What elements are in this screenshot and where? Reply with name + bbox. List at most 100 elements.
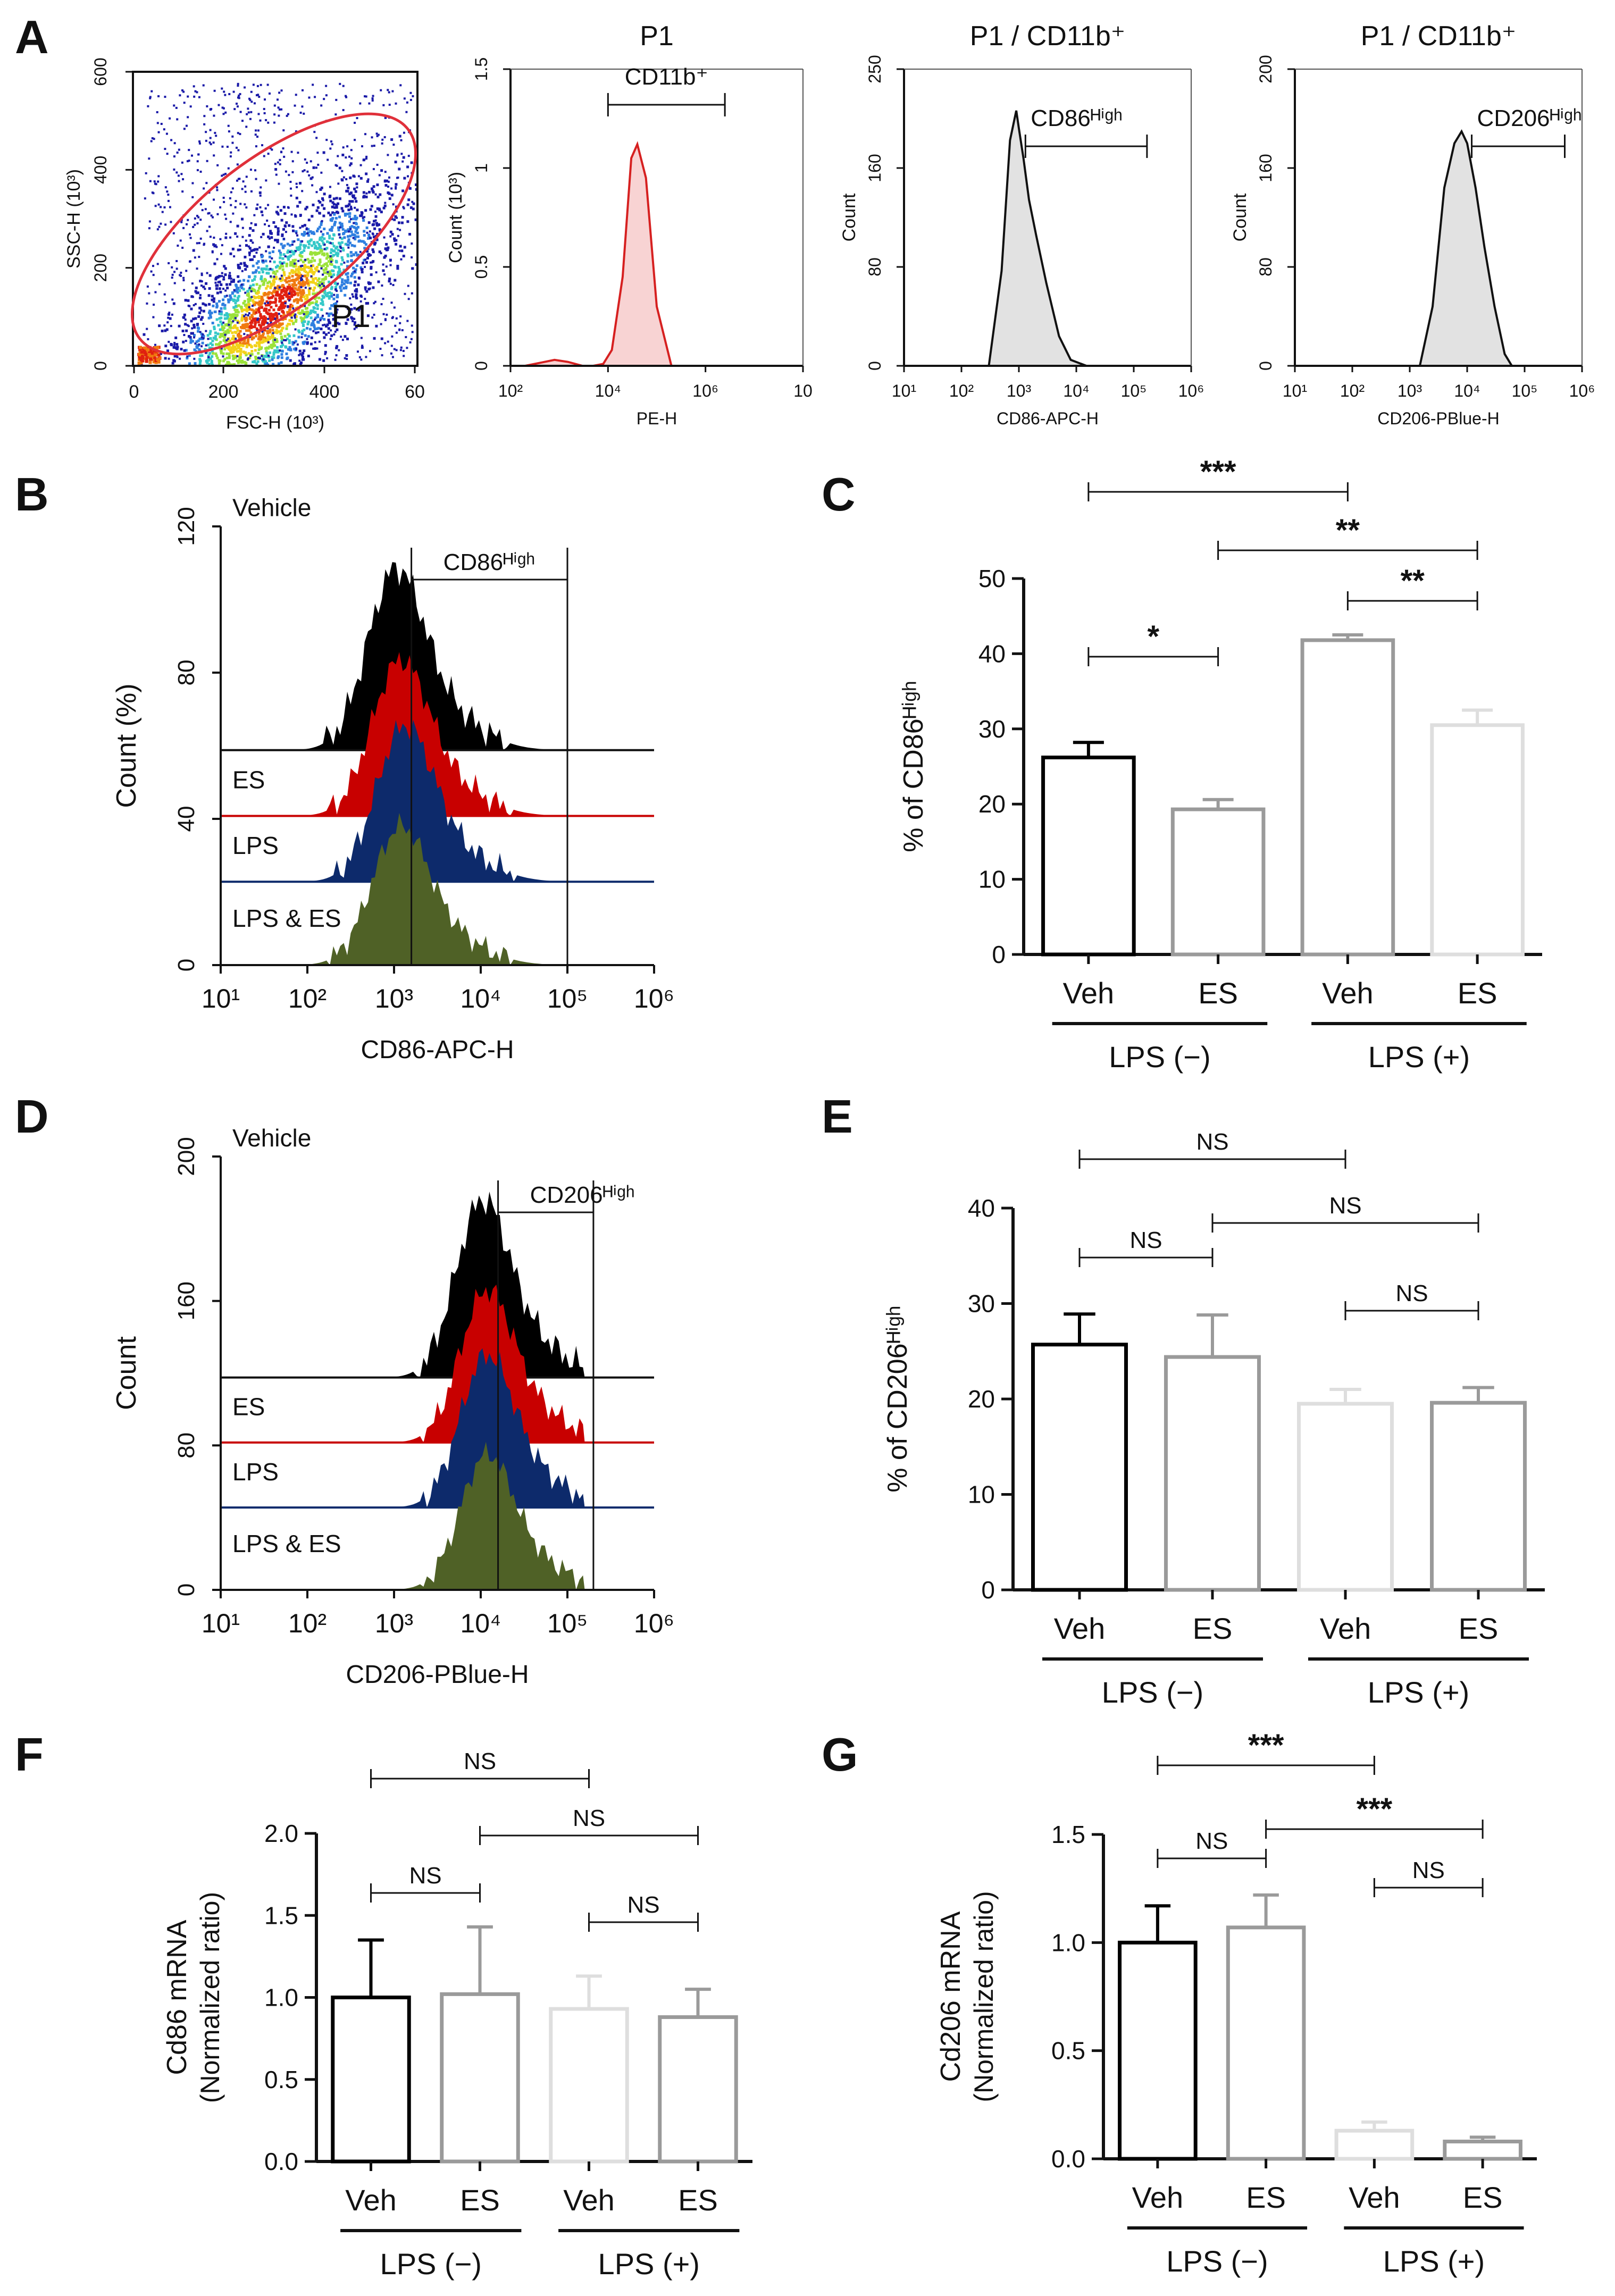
density-dot	[340, 207, 344, 210]
density-dot	[386, 248, 389, 251]
density-dot	[180, 348, 183, 351]
density-dot	[198, 242, 200, 245]
density-dot	[212, 243, 215, 246]
density-dot	[402, 156, 405, 159]
density-dot	[318, 212, 321, 214]
series-label: LPS	[232, 1458, 279, 1486]
density-dot	[279, 345, 282, 348]
y-tick-label: 0.5	[1051, 2037, 1085, 2065]
density-dot	[350, 308, 353, 311]
density-dot	[200, 284, 203, 287]
density-dot	[261, 330, 264, 333]
density-dot	[324, 333, 328, 336]
density-dot	[340, 237, 344, 240]
density-dot	[401, 329, 404, 332]
density-dot	[267, 356, 271, 359]
density-dot	[313, 319, 316, 321]
density-dot	[256, 289, 260, 292]
density-dot	[253, 325, 256, 329]
density-dot	[214, 334, 217, 338]
density-dot	[306, 274, 309, 277]
density-dot	[217, 104, 220, 106]
density-dot	[187, 219, 189, 221]
density-dot	[287, 258, 290, 261]
bar-2	[1297, 1402, 1394, 1592]
density-dot	[246, 290, 249, 293]
density-dot	[356, 350, 359, 353]
density-dot	[294, 265, 297, 268]
density-dot	[291, 271, 295, 274]
density-dot	[320, 171, 323, 174]
density-dot	[203, 115, 206, 118]
density-dot	[203, 123, 206, 125]
density-dot	[256, 203, 259, 206]
density-dot	[274, 287, 278, 290]
density-dot	[213, 114, 215, 117]
density-dot	[337, 252, 340, 255]
density-dot	[205, 330, 207, 332]
density-dot	[263, 292, 266, 295]
density-dot	[231, 326, 235, 329]
density-dot	[247, 304, 250, 307]
density-dot	[305, 228, 308, 231]
density-dot	[309, 251, 313, 254]
density-dot	[267, 272, 270, 275]
density-dot	[299, 265, 302, 267]
density-dot	[280, 361, 283, 364]
density-dot	[375, 324, 378, 328]
density-dot	[272, 363, 275, 366]
density-dot	[239, 360, 242, 363]
density-dot	[242, 324, 246, 328]
density-dot	[242, 325, 246, 329]
density-dot	[371, 97, 374, 100]
density-dot	[241, 326, 244, 330]
y-tick-label: 160	[173, 1281, 199, 1320]
density-dot	[286, 280, 289, 283]
density-dot	[234, 206, 237, 208]
density-dot	[403, 97, 406, 100]
density-dot	[173, 343, 175, 346]
density-dot	[229, 296, 232, 299]
x-tick-label: 10⁶	[1569, 381, 1595, 400]
density-dot	[362, 262, 365, 265]
density-dot	[314, 296, 317, 299]
density-dot	[354, 214, 357, 217]
density-dot	[350, 259, 353, 262]
density-dot	[390, 345, 393, 347]
density-dot	[400, 258, 403, 261]
density-dot	[315, 265, 319, 269]
density-dot	[262, 359, 265, 363]
plot-title: P1 / CD11b⁺	[970, 21, 1125, 52]
density-dot	[208, 212, 211, 214]
density-dot	[306, 311, 309, 314]
density-dot	[256, 319, 259, 321]
density-dot	[207, 311, 211, 314]
category-label: ES	[1463, 2181, 1503, 2214]
density-dot	[318, 225, 321, 229]
density-dot	[340, 256, 344, 259]
density-dot	[139, 346, 143, 349]
density-dot	[154, 361, 158, 364]
density-dot	[340, 247, 342, 249]
density-dot	[206, 160, 208, 162]
density-dot	[284, 292, 288, 295]
y-tick-label: 80	[865, 257, 884, 276]
density-dot	[312, 347, 315, 350]
density-dot	[299, 353, 302, 355]
density-dot	[224, 273, 227, 276]
density-dot	[316, 279, 319, 282]
density-dot	[326, 264, 329, 267]
density-dot	[328, 312, 331, 315]
density-dot	[254, 296, 257, 299]
density-dot	[237, 85, 239, 87]
density-dot	[260, 210, 263, 213]
density-dot	[355, 295, 358, 298]
density-dot	[235, 309, 238, 313]
density-dot	[241, 359, 244, 363]
x-tick-label: 10¹	[892, 381, 916, 400]
density-dot	[247, 298, 250, 301]
density-dot	[382, 206, 386, 210]
density-dot	[220, 316, 223, 320]
density-dot	[392, 144, 395, 146]
density-dot	[272, 353, 275, 356]
